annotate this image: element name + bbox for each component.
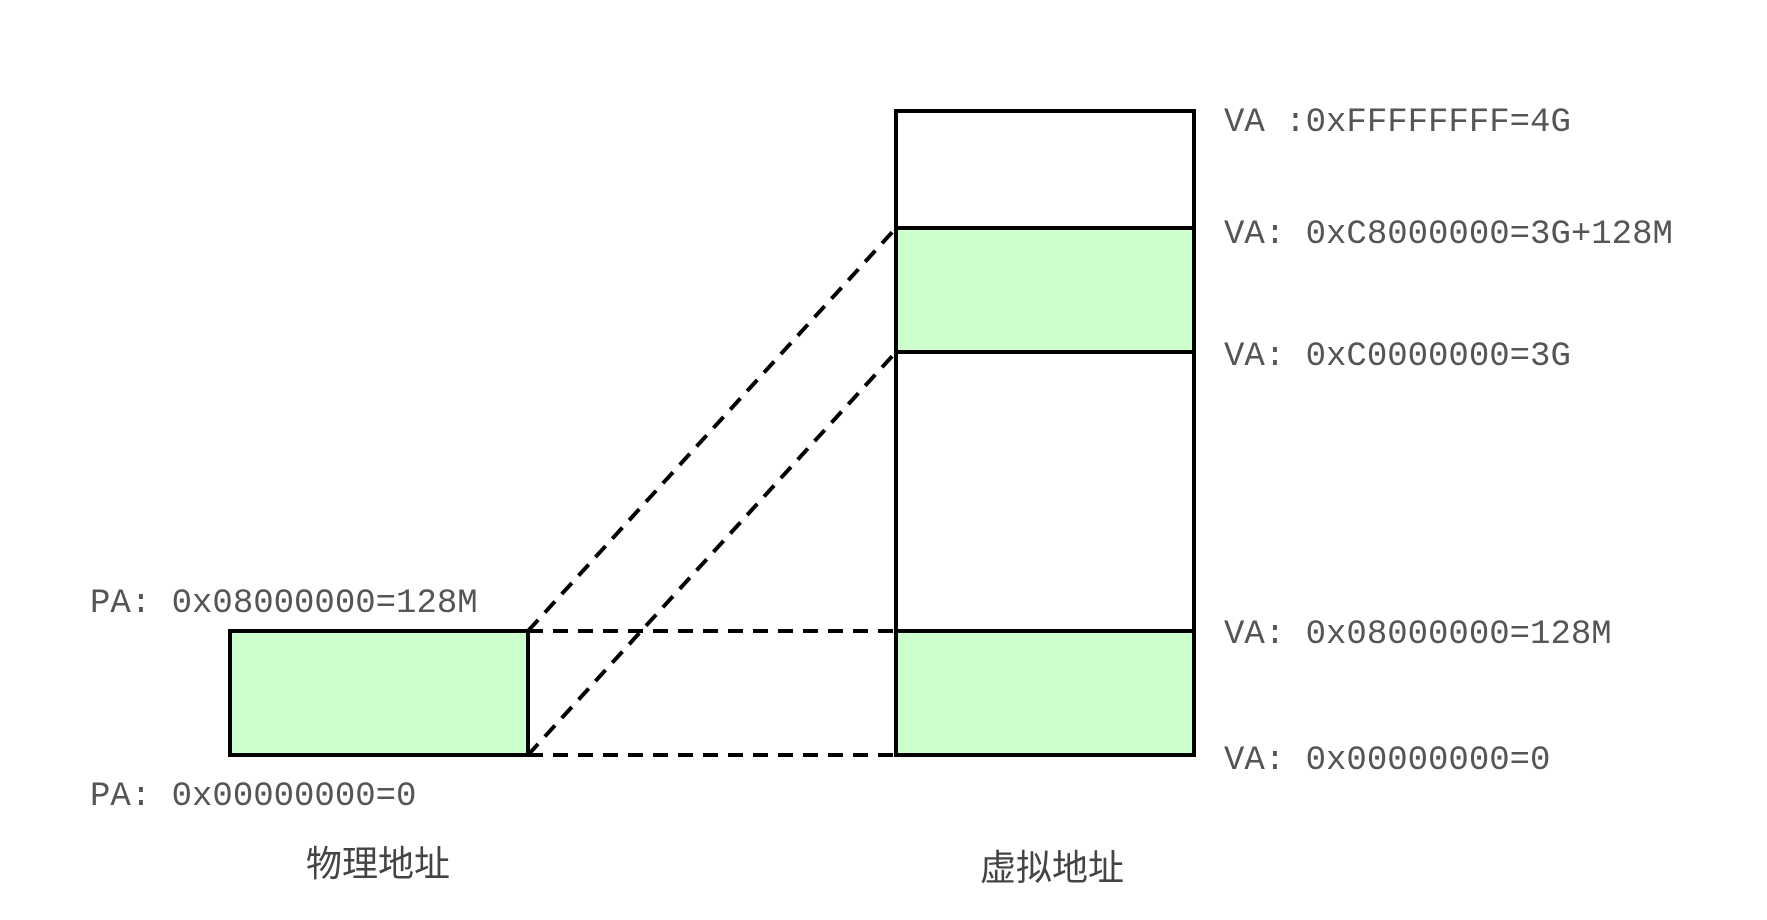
va-kernel-base-label: VA: 0xC0000000=3G [1224,338,1571,376]
mapping-lines [526,226,898,757]
va-region-identity-mapped [894,629,1196,757]
pa-bottom-label: PA: 0x00000000=0 [90,778,416,816]
map-line-top-to-kernel-high [526,226,898,633]
virtual-address-column [894,109,1196,757]
map-line-bottom-to-kernel-base [526,350,898,757]
va-region-middle [894,350,1196,633]
va-top-label: VA :0xFFFFFFFF=4G [1224,104,1571,142]
va-zero-label: VA: 0x00000000=0 [1224,742,1550,780]
va-region-upper [894,109,1196,230]
physical-memory-block [228,629,530,757]
va-identity-high-label: VA: 0x08000000=128M [1224,616,1612,654]
virtual-caption: 虚拟地址 [980,848,1124,889]
pa-top-label: PA: 0x08000000=128M [90,585,478,623]
va-region-kernel-mapped [894,226,1196,354]
physical-caption: 物理地址 [306,844,450,885]
va-kernel-high-label: VA: 0xC8000000=3G+128M [1224,216,1673,254]
